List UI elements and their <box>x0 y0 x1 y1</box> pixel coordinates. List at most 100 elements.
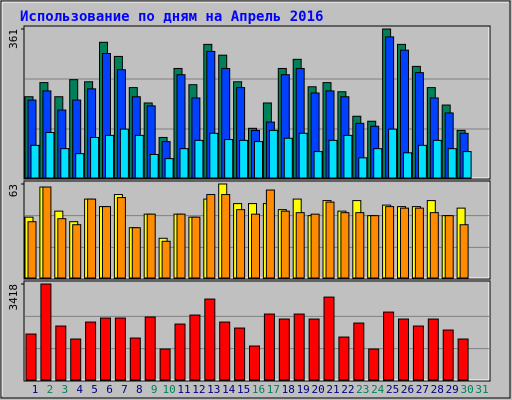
x-tick-label: 10 <box>162 383 175 396</box>
bar <box>265 189 275 279</box>
bar <box>27 221 37 279</box>
x-tick-label: 29 <box>446 383 459 396</box>
bar <box>373 148 383 179</box>
y-tick-label: 63 <box>7 184 20 197</box>
bar <box>45 131 55 179</box>
bar <box>114 317 126 381</box>
bar <box>105 134 114 179</box>
x-tick-label: 14 <box>222 383 236 396</box>
bar <box>325 201 335 279</box>
bar <box>90 136 100 179</box>
bar <box>353 322 365 381</box>
bar <box>355 212 365 279</box>
chart-title: Использование по дням на Апрель 2016 <box>20 9 323 25</box>
bar <box>398 318 409 381</box>
bar <box>263 313 275 381</box>
x-tick-label: 19 <box>297 383 310 396</box>
x-tick-label: 5 <box>91 383 98 396</box>
x-tick-label: 25 <box>386 383 399 396</box>
bar <box>298 132 308 179</box>
bar <box>134 134 144 179</box>
bar <box>219 321 231 381</box>
bar <box>239 139 249 179</box>
bar <box>338 336 350 381</box>
bar <box>144 316 156 381</box>
y-tick-label: 3418 <box>7 284 20 311</box>
x-tick-label: 15 <box>237 383 250 396</box>
x-tick-label: 22 <box>341 383 354 396</box>
bar <box>176 213 186 279</box>
x-tick-label: 31 <box>475 383 488 396</box>
bar <box>189 314 201 381</box>
bar <box>40 283 52 381</box>
bar <box>209 132 219 179</box>
bar <box>70 338 82 381</box>
bar <box>370 215 380 279</box>
x-tick-label: 16 <box>252 383 265 396</box>
bar <box>25 333 37 381</box>
bar <box>251 213 260 279</box>
bar <box>102 206 111 279</box>
x-tick-label: 11 <box>177 383 190 396</box>
bar <box>206 194 216 279</box>
bar <box>179 148 189 179</box>
bar <box>462 151 472 179</box>
bar <box>116 197 126 279</box>
bar <box>149 153 159 179</box>
x-tick-label: 6 <box>106 383 113 396</box>
x-tick-label: 28 <box>431 383 444 396</box>
bar <box>204 298 216 381</box>
bar <box>85 321 97 381</box>
x-tick-label: 9 <box>151 383 158 396</box>
bar <box>194 139 204 179</box>
bar <box>42 186 52 279</box>
bar <box>280 210 290 279</box>
bar <box>403 152 412 179</box>
x-tick-label: 18 <box>282 383 295 396</box>
bar <box>417 144 427 179</box>
bar <box>278 318 290 381</box>
bar <box>343 134 353 179</box>
bar <box>457 338 469 381</box>
x-tick-label: 1 <box>32 383 39 396</box>
bar <box>249 345 260 381</box>
bar <box>313 151 323 179</box>
x-tick-label: 2 <box>47 383 54 396</box>
bar <box>429 212 439 279</box>
bar <box>340 212 350 279</box>
bar <box>388 128 398 179</box>
bar <box>129 337 141 381</box>
bar <box>444 215 454 279</box>
bar <box>131 227 141 279</box>
bar <box>164 158 174 179</box>
bar <box>268 129 278 179</box>
bar <box>72 224 82 279</box>
bar <box>87 198 97 279</box>
bar <box>328 139 338 179</box>
bar <box>295 212 305 279</box>
bar <box>221 194 231 279</box>
bar <box>414 207 424 279</box>
bar <box>310 213 320 279</box>
bar <box>358 157 368 179</box>
bar <box>55 325 67 381</box>
x-tick-label: 17 <box>267 383 280 396</box>
x-tick-label: 20 <box>311 383 324 396</box>
x-tick-label: 4 <box>76 383 83 396</box>
bar <box>427 318 439 381</box>
x-tick-label: 23 <box>356 383 369 396</box>
bar <box>400 207 409 279</box>
bar <box>119 128 129 179</box>
bar <box>283 137 293 179</box>
bar <box>100 317 111 381</box>
bar <box>75 153 85 179</box>
bar <box>459 224 469 279</box>
bar <box>308 318 320 381</box>
x-tick-label: 3 <box>61 383 68 396</box>
bar <box>234 327 246 381</box>
bar <box>254 141 263 179</box>
bar <box>60 148 70 179</box>
bar <box>236 209 246 279</box>
